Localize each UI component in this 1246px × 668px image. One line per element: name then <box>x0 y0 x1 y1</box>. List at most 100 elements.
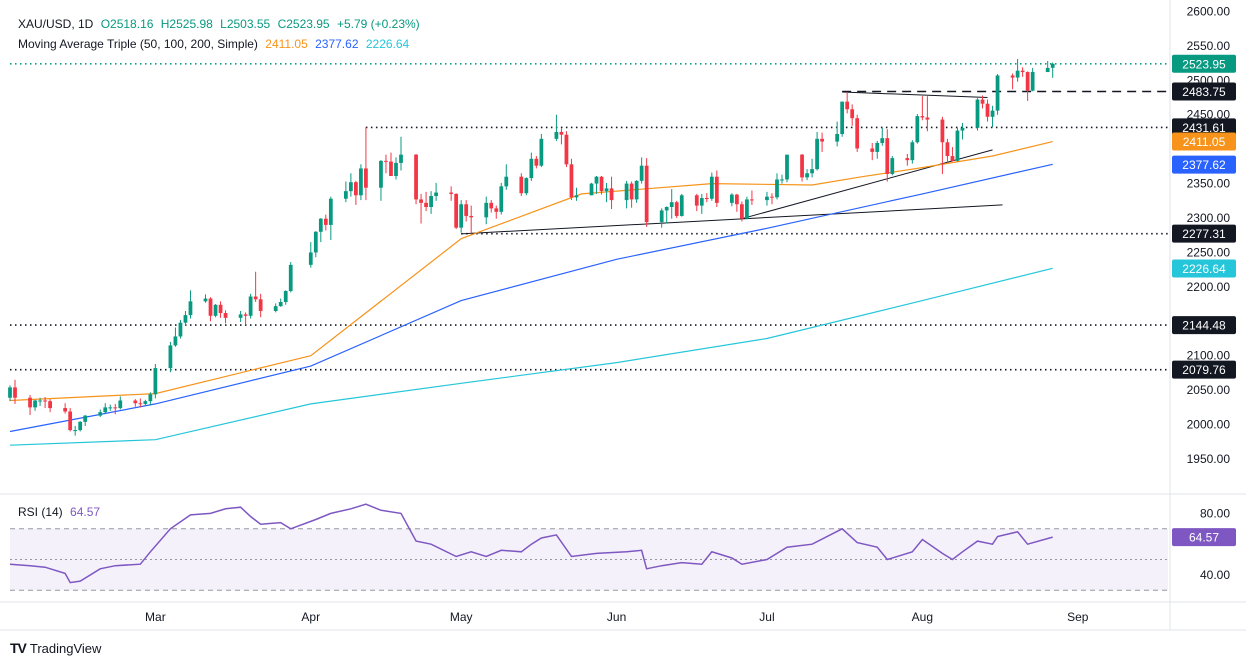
price-label-text: 2079.76 <box>1182 363 1226 377</box>
candle-body <box>534 158 539 166</box>
candle-body <box>359 168 363 196</box>
trendlines <box>461 91 1003 235</box>
candle-body <box>740 204 744 219</box>
price-label: 2144.48 <box>1172 316 1236 335</box>
candle-body <box>288 264 293 292</box>
candle-body <box>424 202 428 207</box>
candle-body <box>434 192 438 196</box>
candle-body <box>218 304 223 314</box>
price-label: 2226.64 <box>1172 259 1236 278</box>
close-value: C2523.95 <box>277 17 330 31</box>
y-tick-label: 2300.00 <box>1187 211 1231 225</box>
rsi-line <box>9 503 1053 584</box>
candle-body <box>845 101 850 110</box>
rsi-line <box>9 503 1053 584</box>
candle-body <box>574 195 579 198</box>
candle-body <box>1025 72 1030 91</box>
ma-header: Moving Average Triple (50, 100, 200, Sim… <box>18 37 413 51</box>
candle-body <box>735 194 739 205</box>
candle-body <box>980 99 985 104</box>
candle-body <box>133 400 138 404</box>
candle-body <box>1015 70 1020 78</box>
candles <box>8 58 1055 436</box>
candle-body <box>464 204 469 216</box>
change-value: +5.79 (+0.23%) <box>336 17 420 31</box>
candle-body <box>815 138 819 170</box>
y-tick-label: 1950.00 <box>1187 452 1231 466</box>
candle-body <box>494 208 499 212</box>
candle-body <box>103 407 108 413</box>
candle-body <box>248 296 253 316</box>
brand[interactable]: TV TradingView <box>10 640 101 656</box>
candle-body <box>820 138 824 142</box>
candle-body <box>805 173 809 178</box>
candle-body <box>63 408 68 412</box>
candle-body <box>28 397 32 408</box>
price-label: 2277.31 <box>1172 224 1236 243</box>
candle-body <box>283 291 288 303</box>
candle-body <box>118 400 123 409</box>
candle-body <box>258 299 263 311</box>
candle-body <box>273 306 278 311</box>
candle-body <box>33 400 37 408</box>
candle-body <box>554 131 559 139</box>
candle-body <box>168 345 173 369</box>
candle-body <box>975 99 980 128</box>
candle-body <box>564 134 569 165</box>
candle-body <box>364 168 368 188</box>
x-tick-label: Jun <box>607 610 626 624</box>
y-tick-label: 2550.00 <box>1187 39 1231 53</box>
candle-body <box>524 178 529 194</box>
candle-body <box>890 158 895 174</box>
rsi-header: RSI (14) 64.57 <box>18 505 104 519</box>
candle-body <box>995 75 1000 111</box>
price-label: 2431.61 <box>1172 118 1236 137</box>
candle-body <box>855 118 860 149</box>
price-label: 2079.76 <box>1172 360 1236 379</box>
candle-body <box>945 142 950 157</box>
x-tick-label: Sep <box>1067 610 1089 624</box>
candle-body <box>669 202 674 207</box>
x-tick-label: Apr <box>301 610 320 624</box>
candle-body <box>13 387 17 398</box>
candle-body <box>559 131 564 135</box>
price-label-text: 2523.95 <box>1182 57 1226 71</box>
candle-body <box>113 407 118 409</box>
candle-body <box>504 176 509 187</box>
rsi-label-text: 64.57 <box>1189 531 1219 545</box>
candle-body <box>704 198 709 200</box>
candle-body <box>800 154 804 178</box>
candle-body <box>183 315 188 323</box>
candle-body <box>449 192 454 194</box>
candle-body <box>785 154 789 180</box>
rsi-band-fill <box>10 528 1168 591</box>
y-tick-label: 2100.00 <box>1187 349 1231 363</box>
candle-body <box>313 231 318 253</box>
candle-body <box>609 188 614 201</box>
price-label: 2483.75 <box>1172 82 1236 101</box>
candle-body <box>569 164 574 198</box>
candle-body <box>349 182 353 192</box>
candle-body <box>8 387 12 398</box>
open-value: O2518.16 <box>100 17 154 31</box>
candle-body <box>519 176 524 194</box>
low-value: L2503.55 <box>220 17 271 31</box>
x-tick-label: Mar <box>145 610 166 624</box>
candle-body <box>379 160 383 188</box>
candle-body <box>850 109 855 119</box>
candle-body <box>454 193 459 228</box>
price-label: 2411.05 <box>1172 132 1236 151</box>
ma200-value: 2226.64 <box>365 37 410 51</box>
candle-body <box>203 298 208 302</box>
candle-body <box>985 103 990 117</box>
candle-body <box>780 179 784 181</box>
symbol-label: XAU/USD, 1D <box>18 17 94 31</box>
y-tick-label: 2200.00 <box>1187 280 1231 294</box>
ma-title: Moving Average Triple (50, 100, 200, Sim… <box>18 37 258 51</box>
candle-body <box>840 101 845 135</box>
moving-averages <box>9 141 1053 446</box>
candle-body <box>108 407 113 409</box>
chart-header: XAU/USD, 1D O2518.16 H2525.98 L2503.55 C… <box>18 17 424 31</box>
candle-body <box>73 430 78 432</box>
